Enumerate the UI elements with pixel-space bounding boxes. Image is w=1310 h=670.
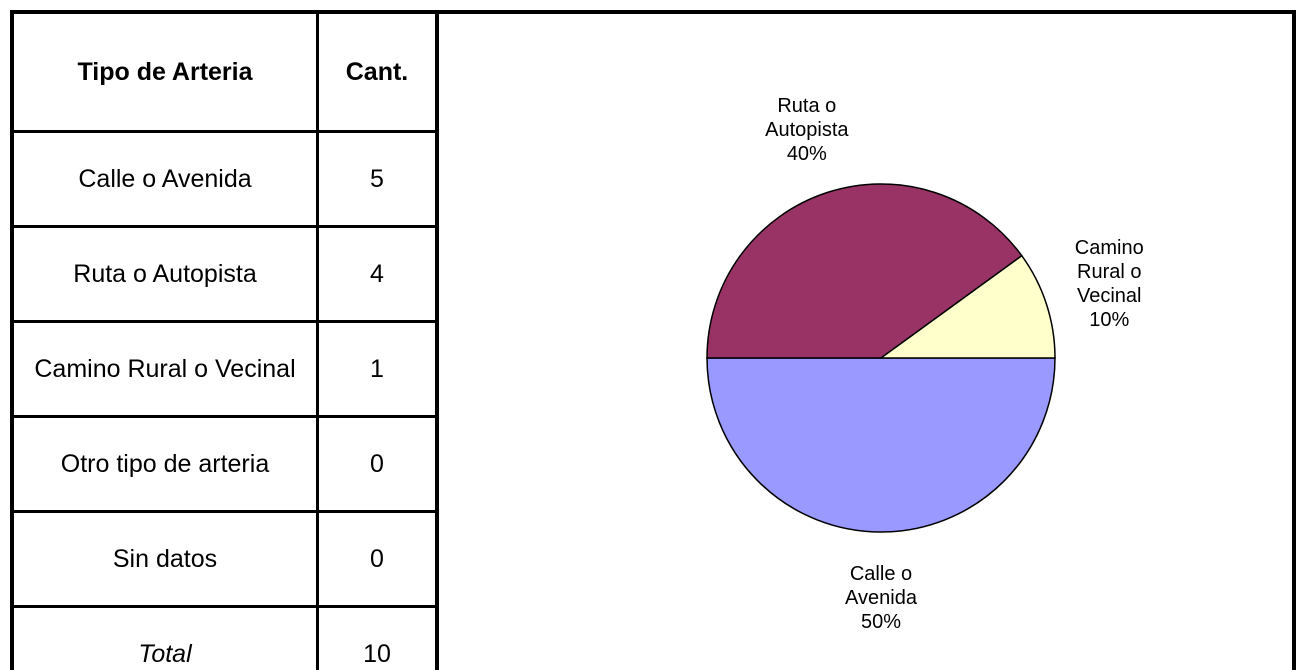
table-cell: 10 [316, 605, 439, 670]
table-cell: 5 [316, 130, 439, 228]
table-cell: 0 [316, 415, 439, 513]
table-cell: Otro tipo de arteria [10, 415, 319, 513]
header-row: Tipo de Arteria Cant. [10, 10, 439, 133]
header-cell: Cant. [316, 10, 439, 133]
slice-label: Camino Rural o Vecinal 10% [1054, 236, 1164, 332]
slice-percent: 40% [786, 142, 827, 165]
table-cell: 1 [316, 320, 439, 418]
slice-name: Ruta o Autopista [765, 94, 849, 141]
table-row: Sin datos 0 [10, 510, 439, 608]
table-cell: 0 [316, 510, 439, 608]
slice-label: Ruta o Autopista 40% [752, 94, 862, 166]
slice-name: Calle o Avenida [845, 563, 917, 609]
header-cell: Tipo de Arteria [10, 10, 319, 133]
table-cell: Sin datos [10, 510, 319, 608]
slice-percent: 10% [1089, 308, 1130, 331]
table-row: Calle o Avenida 5 [10, 130, 439, 228]
data-table: Tipo de Arteria Cant. Calle o Avenida 5 Ruta… [10, 10, 439, 670]
pie-slice [706, 183, 1023, 359]
table-cell: Camino Rural o Vecinal [10, 320, 319, 418]
table-row: Total 10 [10, 605, 439, 670]
slice-label: Calle o Avenida 50% [826, 562, 936, 634]
pie-slice [706, 357, 1056, 533]
table-cell: 4 [316, 225, 439, 323]
slice-name: Camino Rural o Vecinal [1074, 236, 1144, 307]
table-row: Ruta o Autopista 4 [10, 225, 439, 323]
table-cell: Ruta o Autopista [10, 225, 319, 323]
slice-percent: 50% [860, 611, 902, 633]
table-row: Otro tipo de arteria 0 [10, 415, 439, 513]
table-cell: Total [10, 605, 319, 670]
pie-slice [878, 254, 1056, 359]
table-cell: Calle o Avenida [10, 130, 319, 228]
table-row: Camino Rural o Vecinal 1 [10, 320, 439, 418]
